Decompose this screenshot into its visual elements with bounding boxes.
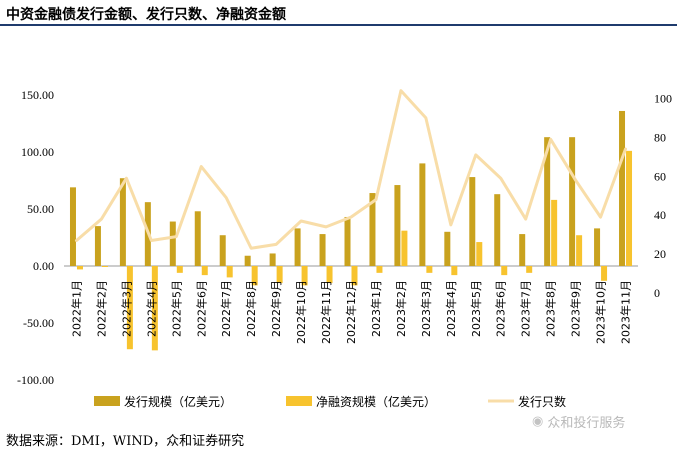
net-financing-bar bbox=[626, 150, 633, 266]
watermark-text: 众和投行服务 bbox=[547, 416, 626, 431]
left-axis-tick-label: 50.00 bbox=[27, 202, 54, 216]
category-tick-label: 2022年11月 bbox=[319, 280, 333, 344]
legend-net-financing-label: 净融资规模（亿美元） bbox=[316, 394, 436, 409]
net-financing-bar bbox=[101, 266, 108, 267]
title-divider bbox=[0, 24, 677, 26]
issuance-bar bbox=[594, 228, 601, 266]
watermark: ◉ 众和投行服务 bbox=[532, 412, 625, 431]
legend-issuance-label: 发行规模（亿美元） bbox=[124, 394, 232, 409]
issuance-bar bbox=[294, 228, 301, 266]
issuance-bar bbox=[194, 211, 201, 266]
issuance-bar bbox=[369, 193, 376, 266]
issuance-bar bbox=[119, 178, 126, 266]
net-financing-bar bbox=[251, 266, 258, 286]
legend-net-financing-swatch bbox=[286, 396, 312, 406]
issuance-bar bbox=[319, 234, 326, 266]
left-axis-tick-label: 0.00 bbox=[33, 259, 54, 273]
issuance-bar bbox=[544, 137, 551, 266]
net-financing-bar bbox=[601, 266, 608, 281]
net-financing-bar bbox=[176, 266, 183, 273]
net-financing-bar bbox=[426, 266, 433, 273]
category-tick-label: 2022年5月 bbox=[169, 280, 183, 337]
net-financing-bar bbox=[126, 266, 133, 350]
net-financing-bar bbox=[76, 266, 83, 270]
category-tick-label: 2023年11月 bbox=[619, 280, 633, 344]
category-tick-label: 2023年7月 bbox=[519, 280, 533, 337]
right-axis-tick-label: 80 bbox=[654, 130, 666, 144]
category-tick-label: 2022年4月 bbox=[144, 280, 158, 337]
left-axis-tick-label: 100.00 bbox=[21, 145, 54, 159]
issuance-bar bbox=[619, 110, 626, 267]
issuance-bar bbox=[469, 177, 476, 266]
net-financing-bar bbox=[151, 266, 158, 351]
net-financing-bar bbox=[576, 235, 583, 266]
issuance-bar bbox=[169, 221, 176, 266]
net-financing-bar bbox=[301, 266, 308, 286]
left-axis-tick-label: -50.00 bbox=[23, 316, 54, 330]
net-financing-bar bbox=[526, 266, 533, 273]
net-financing-bar bbox=[226, 266, 233, 278]
right-axis-tick-label: 40 bbox=[654, 208, 666, 222]
legend-issuance-swatch bbox=[94, 396, 120, 406]
category-tick-label: 2022年7月 bbox=[219, 280, 233, 337]
issuance-bar bbox=[444, 231, 451, 266]
net-financing-bar bbox=[476, 242, 483, 266]
net-financing-bar bbox=[501, 266, 508, 276]
issuance-bar bbox=[244, 255, 251, 266]
net-financing-bar bbox=[401, 230, 408, 266]
category-tick-label: 2022年10月 bbox=[294, 280, 308, 344]
category-tick-label: 2023年4月 bbox=[444, 280, 458, 337]
net-financing-bar bbox=[551, 199, 558, 266]
right-axis-tick-label: 0 bbox=[654, 286, 660, 300]
issuance-bar bbox=[519, 234, 526, 266]
category-tick-label: 2023年3月 bbox=[419, 280, 433, 337]
category-tick-label: 2022年12月 bbox=[344, 280, 358, 344]
right-axis-tick-label: 20 bbox=[654, 247, 666, 261]
wechat-icon: ◉ bbox=[532, 414, 544, 429]
net-financing-bar bbox=[326, 266, 333, 284]
net-financing-bar bbox=[376, 266, 383, 273]
net-financing-bar bbox=[351, 266, 358, 286]
net-financing-bar bbox=[276, 266, 283, 284]
source-note: 数据来源：DMI，WIND，众和证券研究 bbox=[6, 434, 245, 449]
issuance-bar bbox=[344, 216, 351, 266]
right-axis-tick-label: 60 bbox=[654, 169, 666, 183]
category-tick-label: 2022年9月 bbox=[269, 280, 283, 337]
issuance-bar bbox=[494, 194, 501, 266]
category-tick-label: 2023年9月 bbox=[569, 280, 583, 337]
chart-title: 中资金融债发行金额、发行只数、净融资金额 bbox=[6, 7, 286, 23]
issuance-bar bbox=[69, 187, 76, 266]
category-tick-label: 2023年10月 bbox=[594, 280, 608, 344]
category-tick-label: 2022年1月 bbox=[69, 280, 83, 337]
issuance-bar bbox=[219, 235, 226, 266]
issuance-bar bbox=[569, 137, 576, 266]
category-tick-label: 2023年5月 bbox=[469, 280, 483, 337]
category-tick-label: 2022年2月 bbox=[94, 280, 108, 337]
chart: -100.00 -50.00 0.00 50.00 100.00 150.00 0 20 40 6… bbox=[17, 88, 672, 409]
category-tick-label: 2022年3月 bbox=[119, 280, 133, 337]
right-axis-tick-label: 100 bbox=[654, 91, 672, 105]
category-tick-label: 2023年1月 bbox=[369, 280, 383, 337]
legend-issue-count-label: 发行只数 bbox=[518, 394, 566, 409]
issuance-bar bbox=[269, 253, 276, 266]
issuance-bar bbox=[94, 226, 101, 266]
left-axis-tick-label: -100.00 bbox=[17, 373, 54, 387]
left-axis-tick-label: 150.00 bbox=[21, 88, 54, 102]
net-financing-bar bbox=[451, 266, 458, 276]
issuance-bar bbox=[394, 185, 401, 266]
net-financing-bar bbox=[201, 266, 208, 276]
category-tick-label: 2023年8月 bbox=[544, 280, 558, 337]
category-tick-label: 2022年6月 bbox=[194, 280, 208, 337]
issue-count-line bbox=[74, 89, 628, 250]
category-tick-label: 2022年8月 bbox=[244, 280, 258, 337]
category-tick-label: 2023年6月 bbox=[494, 280, 508, 337]
category-tick-label: 2023年2月 bbox=[394, 280, 408, 337]
issuance-bar bbox=[419, 163, 426, 266]
